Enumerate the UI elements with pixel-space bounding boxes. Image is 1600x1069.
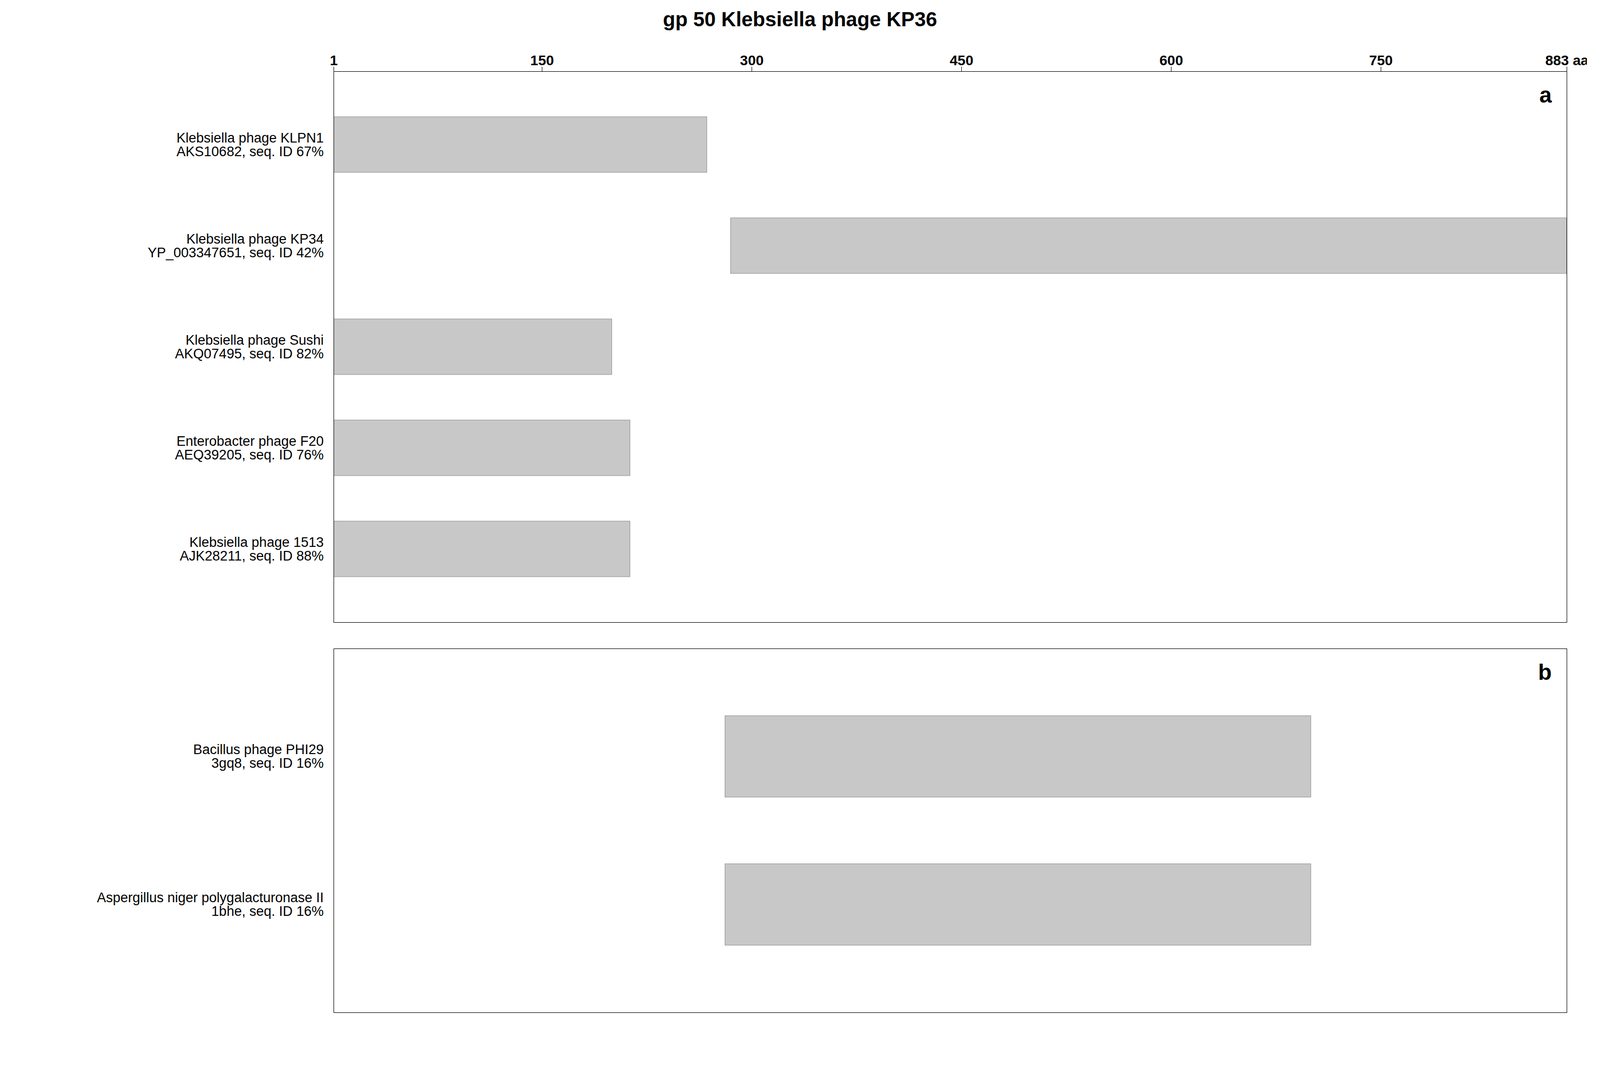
html-text:gp 50 Klebsiella phage KP36: gp 50 Klebsiella phage KP36 [662, 8, 938, 31]
svg-text:Aspergillus niger polygalactur: Aspergillus niger polygalacturonase II1b… [97, 889, 324, 919]
svg-text:600: 600 [1159, 52, 1184, 69]
svg-text:Klebsiella phage KP34YP_003347: Klebsiella phage KP34YP_003347651, seq. … [147, 231, 324, 261]
svg-text:Klebsiella phage SushiAKQ07495: Klebsiella phage SushiAKQ07495, seq. ID … [174, 332, 324, 362]
svg-text:a: a [1539, 82, 1552, 108]
svg-text:450: 450 [949, 52, 974, 69]
svg-text:150: 150 [530, 52, 554, 69]
svg-text:b: b [1538, 659, 1552, 685]
svg-text:Klebsiella phage 1513AJK28211,: Klebsiella phage 1513AJK28211, seq. ID 8… [179, 534, 324, 564]
svg-text:Enterobacter phage F20AEQ39205: Enterobacter phage F20AEQ39205, seq. ID … [174, 433, 324, 463]
svg-text:300: 300 [739, 52, 764, 69]
svg-text:Bacillus phage PHI293gq8, seq.: Bacillus phage PHI293gq8, seq. ID 16% [193, 741, 324, 771]
svg-text:883 aa: 883 aa [1545, 52, 1587, 69]
svg-text:1: 1 [330, 52, 339, 69]
svg-text:750: 750 [1369, 52, 1393, 69]
svg-text:Klebsiella phage KLPN1AKS10682: Klebsiella phage KLPN1AKS10682, seq. ID … [176, 130, 324, 160]
